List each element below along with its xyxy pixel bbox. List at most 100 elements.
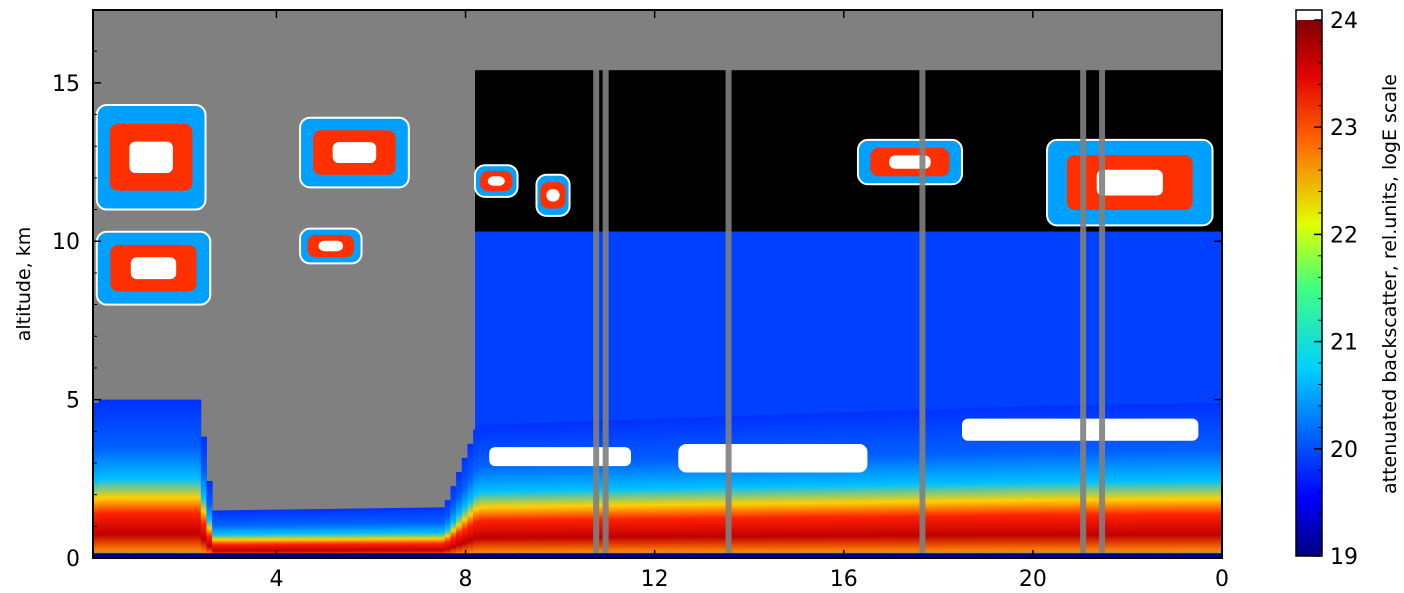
missing-data-gap	[725, 10, 732, 558]
backscatter-column	[1091, 404, 1098, 558]
backscatter-column	[251, 509, 259, 558]
backscatter-column	[643, 419, 650, 558]
backscatter-column	[926, 409, 934, 558]
missing-data-gap	[602, 10, 609, 558]
backscatter-column	[212, 510, 219, 558]
x-tick-label: 12	[641, 567, 669, 592]
backscatter-column	[751, 415, 758, 558]
backscatter-column	[892, 410, 900, 558]
backscatter-column	[1006, 406, 1013, 558]
backscatter-column	[1017, 406, 1024, 558]
colorbar-tick-label: 24	[1330, 9, 1358, 34]
backscatter-column	[677, 417, 684, 558]
missing-data-gap	[919, 10, 926, 558]
ground-level-band	[93, 553, 1222, 558]
backscatter-column	[637, 419, 644, 558]
backscatter-column	[1119, 404, 1127, 558]
backscatter-column	[257, 509, 264, 558]
backscatter-column	[802, 413, 809, 558]
backscatter-column	[456, 472, 463, 558]
backscatter-column	[1216, 402, 1222, 558]
backscatter-column	[609, 420, 616, 558]
backscatter-column	[955, 408, 962, 558]
backscatter-column	[1131, 404, 1138, 558]
backscatter-column	[620, 419, 627, 558]
backscatter-column	[314, 509, 321, 558]
x-tick-label: 8	[459, 567, 473, 592]
backscatter-column	[535, 422, 542, 558]
backscatter-column	[416, 507, 423, 558]
backscatter-column	[138, 399, 145, 558]
y-axis-label: altitude, km	[13, 227, 35, 341]
backscatter-column	[319, 508, 327, 558]
backscatter-column	[382, 508, 389, 558]
backscatter-column	[824, 412, 832, 558]
backscatter-column	[1046, 405, 1053, 558]
backscatter-column	[365, 508, 372, 558]
cirrus-saturated-core	[129, 141, 173, 173]
backscatter-column	[234, 510, 242, 558]
backscatter-column	[660, 418, 667, 558]
backscatter-column	[631, 419, 639, 558]
backscatter-column	[495, 424, 502, 558]
backscatter-column	[1125, 404, 1132, 558]
y-tick-label: 10	[52, 230, 80, 255]
backscatter-column	[961, 408, 968, 558]
backscatter-column	[552, 422, 559, 558]
colorbar-tick-label: 21	[1330, 331, 1358, 356]
backscatter-column	[217, 510, 224, 558]
backscatter-column	[666, 418, 673, 558]
backscatter-column	[507, 423, 514, 558]
missing-data-gap	[593, 10, 600, 558]
backscatter-column	[546, 422, 554, 558]
backscatter-column	[1108, 404, 1115, 558]
backscatter-column	[331, 508, 338, 558]
backscatter-column	[223, 510, 230, 558]
missing-data-gap	[1099, 10, 1106, 558]
backscatter-column	[370, 508, 378, 558]
backscatter-column	[739, 415, 746, 558]
backscatter-column	[444, 500, 451, 558]
backscatter-column	[178, 399, 185, 558]
backscatter-column	[484, 424, 491, 558]
backscatter-column	[790, 414, 797, 558]
backscatter-column	[626, 419, 633, 558]
cirrus-saturated-core	[332, 142, 377, 163]
backscatter-column	[830, 412, 837, 558]
free-troposphere-region	[475, 231, 1222, 432]
backscatter-column	[115, 399, 122, 558]
backscatter-column	[1159, 403, 1166, 558]
backscatter-column	[342, 508, 349, 558]
colorbar-tick-label: 22	[1330, 223, 1358, 248]
backscatter-column	[1034, 405, 1041, 558]
backscatter-column	[155, 399, 162, 558]
colorbar-tick-label: 23	[1330, 116, 1358, 141]
backscatter-column	[705, 416, 712, 558]
backscatter-column	[870, 411, 877, 558]
backscatter-column	[512, 423, 520, 558]
backscatter-column	[189, 399, 196, 558]
backscatter-column	[172, 399, 179, 558]
colorbar-ticks: 19 20 21 22 23 24	[1314, 9, 1358, 570]
backscatter-column	[348, 508, 355, 558]
backscatter-column	[756, 415, 763, 558]
backscatter-column	[541, 422, 548, 558]
backscatter-column	[995, 407, 1002, 558]
backscatter-column	[683, 417, 690, 558]
backscatter-column	[648, 418, 656, 558]
backscatter-column	[467, 443, 474, 558]
backscatter-column	[376, 508, 383, 558]
backscatter-column	[807, 413, 815, 558]
backscatter-column	[875, 411, 883, 558]
backscatter-column	[700, 417, 707, 558]
backscatter-column	[1085, 405, 1093, 558]
backscatter-column	[200, 436, 207, 558]
backscatter-column	[110, 399, 117, 558]
backscatter-column	[694, 417, 701, 558]
backscatter-column	[359, 508, 366, 558]
backscatter-column	[1176, 403, 1183, 558]
colorbar-gradient	[1296, 20, 1322, 556]
backscatter-column	[580, 421, 588, 558]
backscatter-column	[1165, 403, 1172, 558]
plot-area	[93, 10, 1222, 558]
